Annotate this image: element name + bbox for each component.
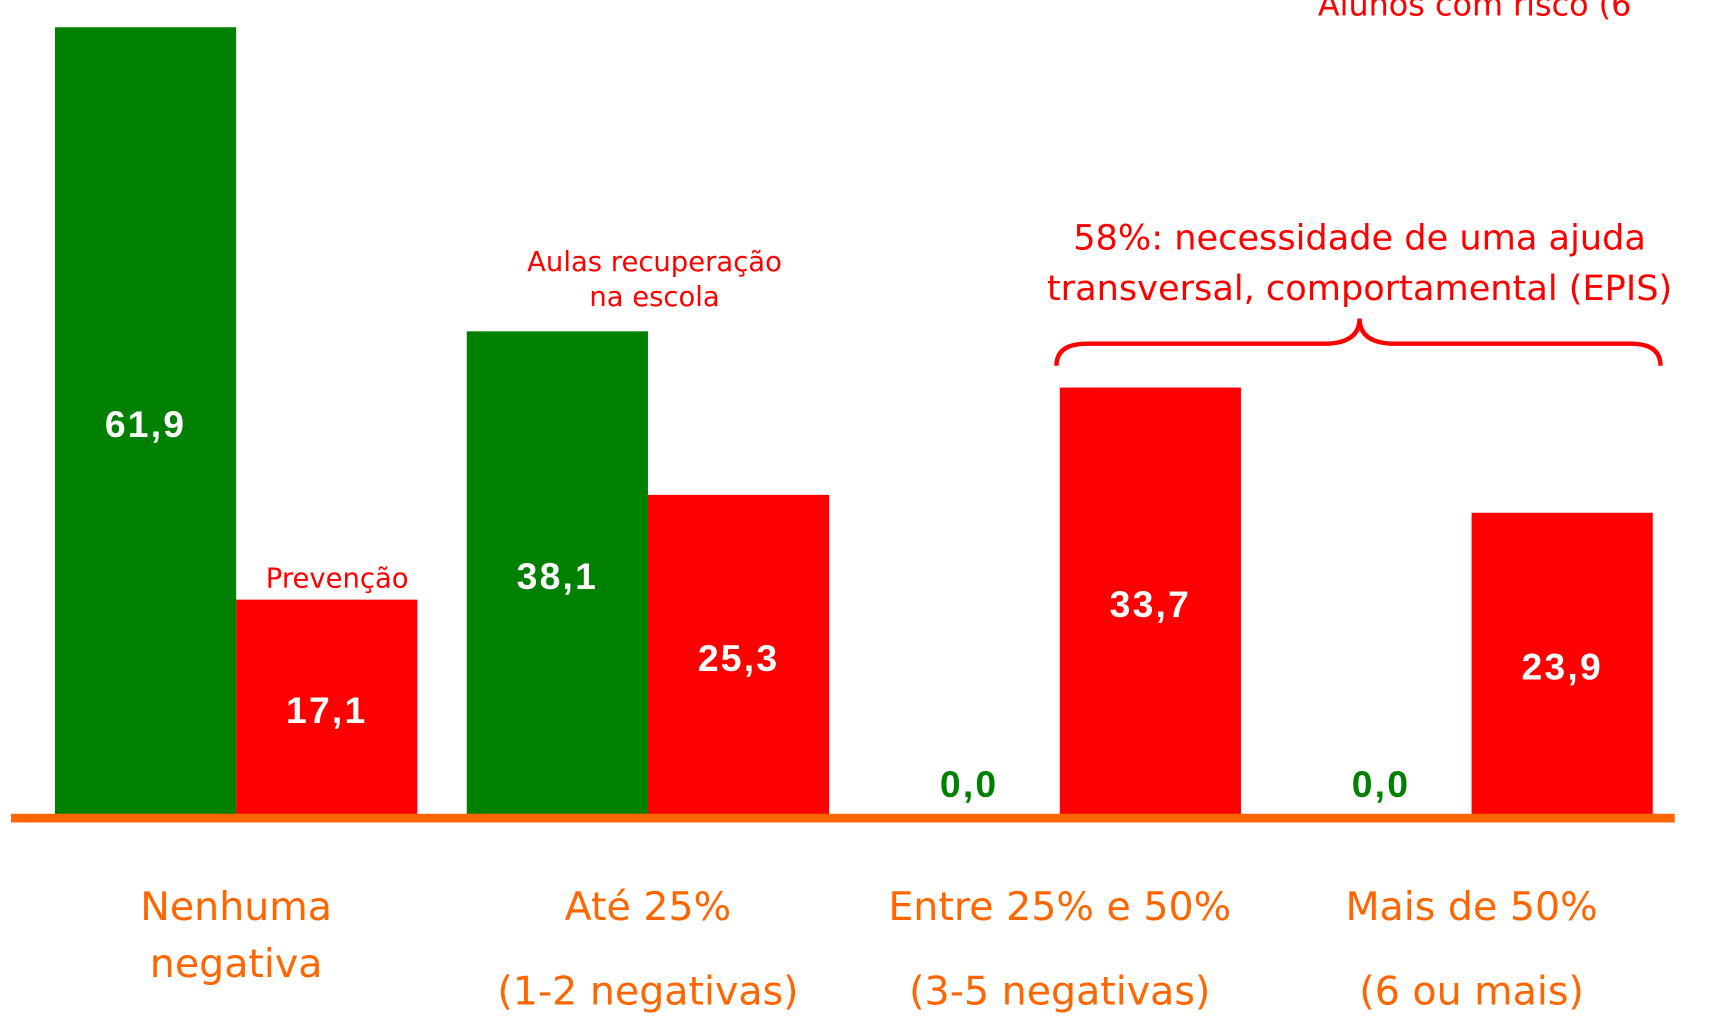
risk-annotation: Alunos com risco (6	[1318, 0, 1632, 24]
bar	[1471, 512, 1653, 819]
value-label: 33,7	[1110, 583, 1191, 625]
value-label: 23,9	[1521, 646, 1602, 688]
bar	[54, 27, 237, 819]
value-label: 25,3	[698, 637, 779, 679]
bar	[647, 494, 830, 819]
bar	[466, 331, 648, 819]
recovery-annotation: na escola	[589, 282, 719, 313]
value-label: 0,0	[1352, 763, 1410, 805]
value-label: 0,0	[940, 763, 998, 805]
value-label: 61,9	[105, 403, 186, 445]
x-tick-label: Nenhuma	[140, 884, 332, 930]
prevention-annotation: Prevenção	[266, 563, 409, 594]
recovery-annotation: Aulas recuperação	[527, 247, 782, 278]
x-tick-label: Entre 25% e 50%	[888, 884, 1231, 930]
transversal-annotation: 58%: necessidade de uma ajuda	[1073, 217, 1646, 258]
brace	[1054, 318, 1663, 366]
x-tick-label: (1-2 negativas)	[497, 968, 798, 1014]
bar	[236, 599, 418, 819]
x-tick-label: (3-5 negativas)	[909, 968, 1210, 1014]
bar	[1059, 387, 1241, 819]
x-tick-label: negativa	[150, 941, 323, 987]
transversal-annotation: transversal, comportamental (EPIS)	[1047, 268, 1672, 309]
value-label: 17,1	[286, 689, 367, 731]
x-tick-label: (6 ou mais)	[1359, 968, 1584, 1014]
x-tick-label: Até 25%	[565, 884, 732, 930]
x-tick-label: Mais de 50%	[1345, 884, 1597, 930]
value-label: 38,1	[517, 555, 598, 597]
